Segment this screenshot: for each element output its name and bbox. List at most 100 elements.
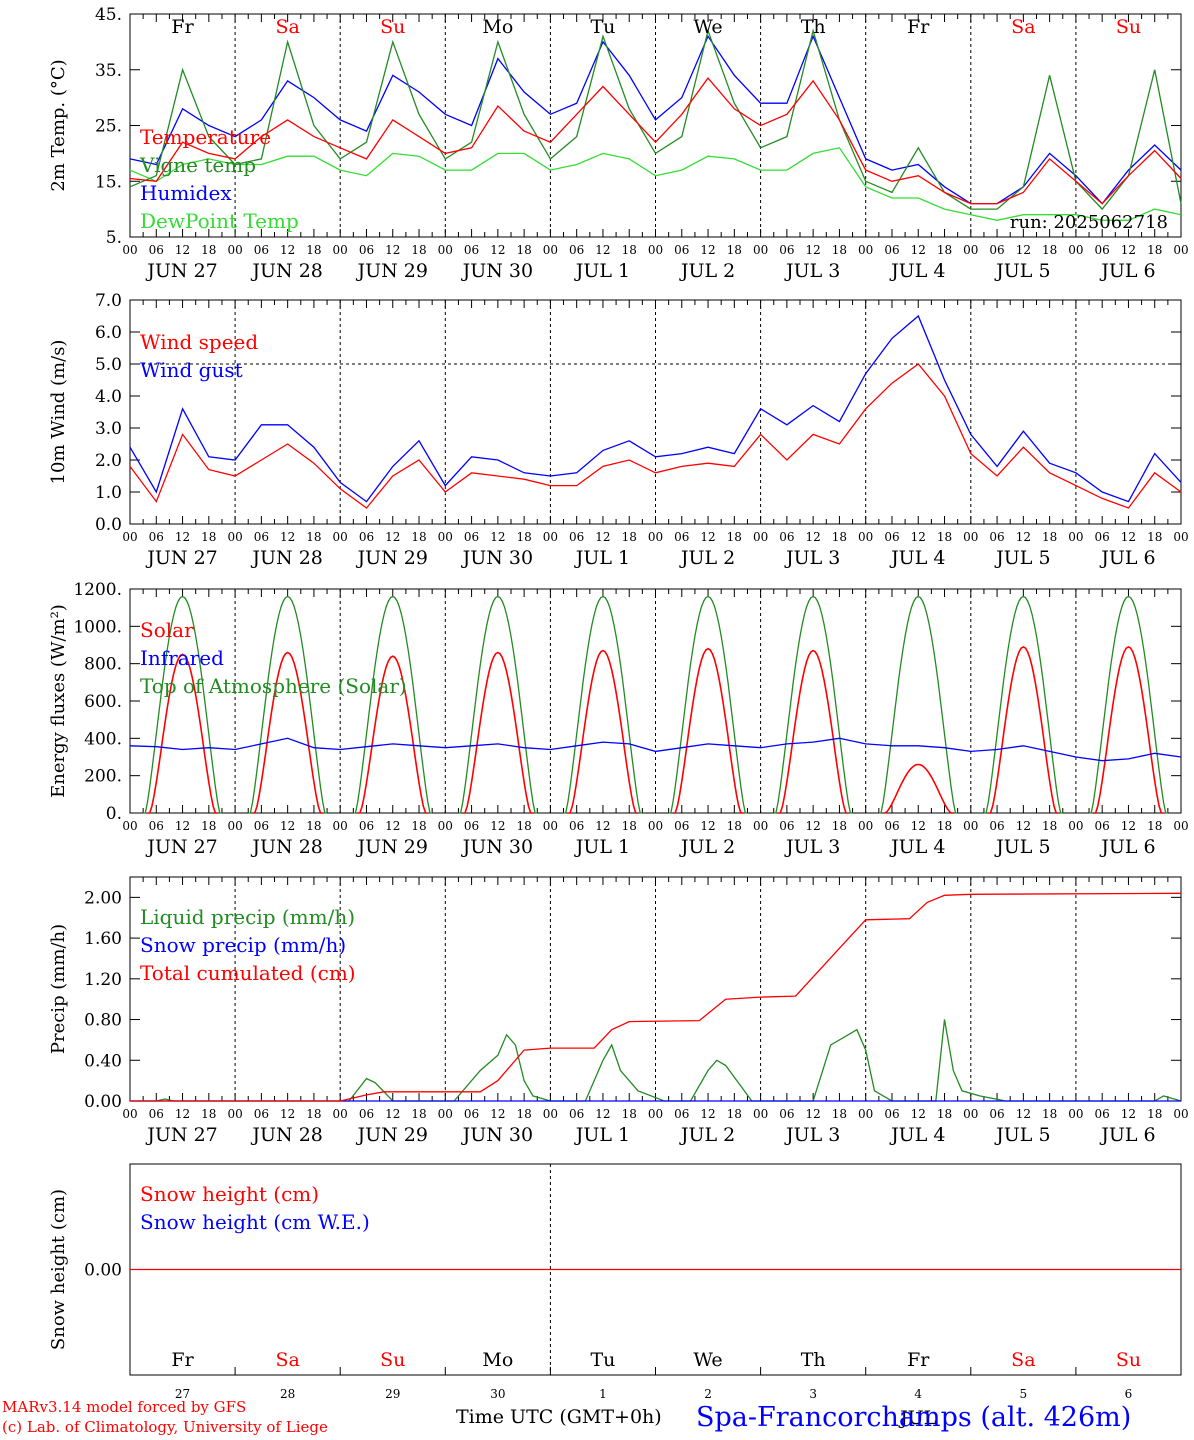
hour-tick-label: 18 xyxy=(306,1107,321,1121)
hour-tick-label: 18 xyxy=(727,1107,742,1121)
hour-tick-label: 12 xyxy=(490,530,505,544)
hour-tick-label: 12 xyxy=(1121,819,1136,833)
series-red xyxy=(130,892,1182,1102)
hour-tick-label: 06 xyxy=(779,243,794,257)
date-label: JUL 4 xyxy=(889,1124,945,1146)
hour-tick-label: 06 xyxy=(1095,530,1110,544)
hour-tick-label: 18 xyxy=(1147,1107,1162,1121)
hour-tick-label: 18 xyxy=(516,819,531,833)
toa-solar-curve xyxy=(773,595,853,814)
hour-tick-label: 00 xyxy=(648,243,663,257)
hour-tick-label: 12 xyxy=(385,530,400,544)
y-axis-label: Precip (mm/h) xyxy=(48,924,69,1054)
hour-tick-label: 06 xyxy=(149,530,164,544)
hour-tick-label: 00 xyxy=(227,1107,242,1121)
date-label: JUN 28 xyxy=(250,1124,322,1146)
legend-entry: Total cumulated (cm) xyxy=(140,961,356,985)
y-tick-label: 2.0 xyxy=(95,451,122,471)
y-tick-label: 5. xyxy=(106,228,122,248)
panel-frame-2 xyxy=(129,299,1182,525)
hour-tick-label: 18 xyxy=(727,243,742,257)
hour-tick-label: 00 xyxy=(858,530,873,544)
hour-tick-label: 00 xyxy=(753,1107,768,1121)
hour-tick-label: 00 xyxy=(858,819,873,833)
solar-curve xyxy=(357,655,428,814)
day-number-label: 5 xyxy=(1020,1387,1028,1401)
hour-tick-label: 00 xyxy=(543,530,558,544)
hour-tick-label: 12 xyxy=(700,819,715,833)
legend-entry: Infrared xyxy=(140,646,224,670)
hour-tick-label: 18 xyxy=(306,819,321,833)
legend-entry: Liquid precip (mm/h) xyxy=(140,905,355,929)
hour-tick-label: 00 xyxy=(122,530,137,544)
day-number-label: 28 xyxy=(280,1387,295,1401)
date-label: JUL 6 xyxy=(1099,547,1155,569)
hour-tick-label: 12 xyxy=(1121,243,1136,257)
hour-tick-label: 18 xyxy=(516,530,531,544)
day-number-label: 29 xyxy=(385,1387,400,1401)
hour-tick-label: 12 xyxy=(806,530,821,544)
hour-tick-label: 06 xyxy=(149,819,164,833)
hour-tick-label: 18 xyxy=(832,530,847,544)
date-label: JUL 6 xyxy=(1099,260,1155,282)
hour-tick-label: 06 xyxy=(464,819,479,833)
hour-tick-label: 12 xyxy=(385,819,400,833)
hour-tick-label: 00 xyxy=(648,1107,663,1121)
day-of-week-label: Fr xyxy=(171,16,194,38)
hour-tick-label: 12 xyxy=(700,530,715,544)
model-credit: MARv3.14 model forced by GFS xyxy=(2,1398,247,1416)
date-label: JUN 30 xyxy=(461,836,533,858)
hour-tick-label: 18 xyxy=(622,1107,637,1121)
day-of-week-label: Sa xyxy=(1011,1349,1035,1371)
hour-tick-label: 00 xyxy=(1173,243,1188,257)
y-tick-label: 0.40 xyxy=(84,1051,122,1071)
y-tick-label: 1.60 xyxy=(84,929,122,949)
hour-tick-label: 18 xyxy=(1042,819,1057,833)
hour-tick-label: 12 xyxy=(806,243,821,257)
hour-tick-label: 06 xyxy=(1095,243,1110,257)
series-blue xyxy=(129,34,1182,205)
hour-tick-label: 00 xyxy=(1173,530,1188,544)
hour-tick-label: 06 xyxy=(884,1107,899,1121)
hour-tick-label: 12 xyxy=(490,819,505,833)
solar-curve xyxy=(252,651,323,814)
hour-tick-label: 18 xyxy=(516,243,531,257)
y-tick-label: 400. xyxy=(84,729,122,749)
day-of-week-label: Th xyxy=(801,16,826,38)
hour-tick-label: 18 xyxy=(727,530,742,544)
hour-tick-label: 06 xyxy=(464,530,479,544)
date-label: JUL 4 xyxy=(889,260,945,282)
date-label: JUL 6 xyxy=(1099,836,1155,858)
series-darkgreen xyxy=(129,28,1182,211)
date-label: JUN 28 xyxy=(250,836,322,858)
hour-tick-label: 18 xyxy=(201,243,216,257)
hour-tick-label: 12 xyxy=(911,530,926,544)
date-label: JUN 29 xyxy=(356,260,428,282)
hour-tick-label: 00 xyxy=(1173,819,1188,833)
hour-tick-label: 06 xyxy=(464,243,479,257)
hour-tick-label: 18 xyxy=(937,243,952,257)
hour-tick-label: 18 xyxy=(516,1107,531,1121)
y-tick-label: 4.0 xyxy=(95,387,122,407)
hour-tick-label: 00 xyxy=(963,1107,978,1121)
hour-tick-label: 12 xyxy=(280,819,295,833)
hour-tick-label: 12 xyxy=(175,243,190,257)
hour-tick-label: 00 xyxy=(122,819,137,833)
date-label: JUL 1 xyxy=(574,1124,630,1146)
y-axis-label: 10m Wind (m/s) xyxy=(48,340,69,485)
solar-curve xyxy=(567,649,638,814)
hour-tick-label: 06 xyxy=(569,530,584,544)
hour-tick-label: 00 xyxy=(1068,819,1083,833)
y-tick-label: 6.0 xyxy=(95,323,122,343)
hour-tick-label: 06 xyxy=(359,530,374,544)
date-label: JUN 27 xyxy=(145,1124,217,1146)
hour-tick-label: 00 xyxy=(753,243,768,257)
day-of-week-label: Su xyxy=(380,1349,405,1371)
hour-tick-label: 12 xyxy=(911,1107,926,1121)
hour-tick-label: 12 xyxy=(1016,243,1031,257)
solar-curve xyxy=(147,653,218,814)
day-of-week-label: We xyxy=(693,16,722,38)
hour-tick-label: 18 xyxy=(1147,819,1162,833)
hour-tick-label: 06 xyxy=(254,243,269,257)
hour-tick-label: 12 xyxy=(1121,530,1136,544)
